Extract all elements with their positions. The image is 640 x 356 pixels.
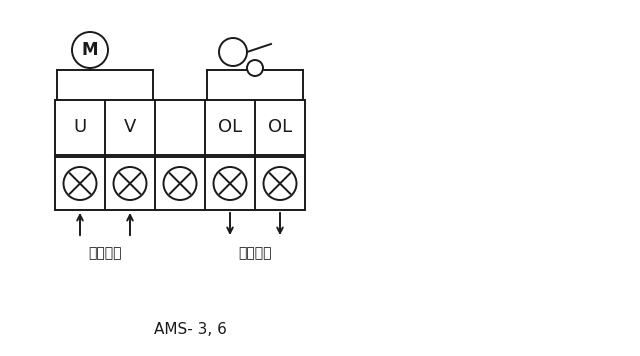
Circle shape xyxy=(113,167,147,200)
Circle shape xyxy=(247,60,263,76)
Text: AMS- 3, 6: AMS- 3, 6 xyxy=(154,323,227,337)
Bar xyxy=(55,100,305,210)
Circle shape xyxy=(264,167,296,200)
Circle shape xyxy=(63,167,97,200)
Text: 接点出力: 接点出力 xyxy=(238,246,272,260)
Text: OL: OL xyxy=(218,119,242,136)
Text: 電源入力: 電源入力 xyxy=(88,246,122,260)
Circle shape xyxy=(214,167,246,200)
Text: U: U xyxy=(74,119,86,136)
Text: M: M xyxy=(82,41,99,59)
Text: V: V xyxy=(124,119,136,136)
Circle shape xyxy=(219,38,247,66)
Circle shape xyxy=(163,167,196,200)
Circle shape xyxy=(72,32,108,68)
Text: OL: OL xyxy=(268,119,292,136)
